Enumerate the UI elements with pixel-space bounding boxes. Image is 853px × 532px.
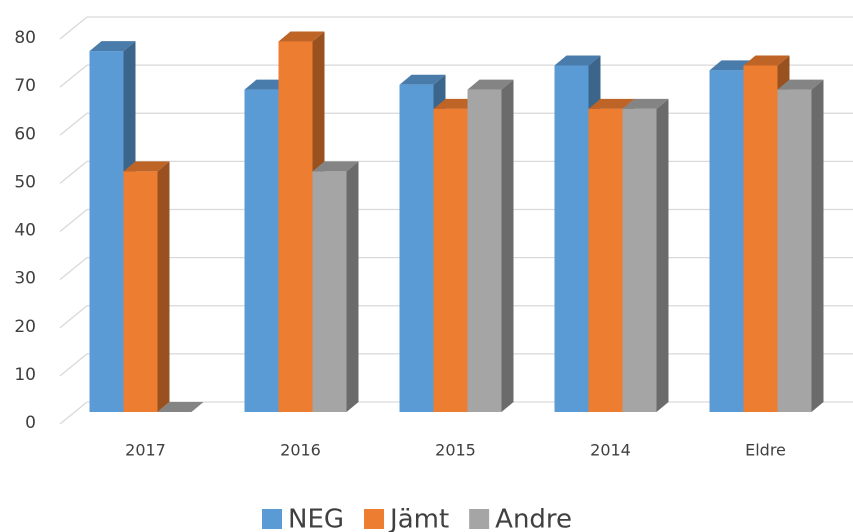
y-tick-label: 10 bbox=[14, 365, 36, 385]
legend-label: Andre bbox=[495, 505, 572, 532]
bar bbox=[588, 108, 623, 412]
y-tick-label: 80 bbox=[14, 28, 36, 48]
legend-label: Jämt bbox=[388, 505, 449, 532]
bar bbox=[123, 171, 158, 412]
bar bbox=[467, 89, 502, 412]
bar bbox=[312, 171, 347, 412]
bar-side bbox=[811, 79, 824, 412]
x-tick-label: 2017 bbox=[125, 441, 166, 460]
bar bbox=[89, 51, 124, 412]
bar-top bbox=[588, 98, 635, 109]
y-tick-label: 70 bbox=[14, 76, 36, 96]
grid-line-diagonal bbox=[59, 160, 88, 184]
bar-top bbox=[312, 161, 359, 172]
y-tick-label: 50 bbox=[14, 172, 36, 192]
y-tick-label: 30 bbox=[14, 269, 36, 289]
x-tick-label: Eldre bbox=[745, 441, 786, 460]
bar-top bbox=[157, 402, 204, 412]
grid-line-diagonal bbox=[59, 16, 88, 40]
y-tick-label: 20 bbox=[14, 317, 36, 337]
bar bbox=[743, 65, 778, 412]
bar bbox=[554, 65, 589, 412]
y-tick-label: 60 bbox=[14, 124, 36, 144]
bar bbox=[399, 84, 434, 412]
grid-line-diagonal bbox=[59, 64, 88, 88]
y-tick-label: 40 bbox=[14, 221, 36, 241]
x-tick-label: 2014 bbox=[590, 441, 631, 460]
grid-line-diagonal bbox=[59, 112, 88, 136]
bar-top bbox=[399, 74, 446, 85]
bar-side bbox=[346, 161, 359, 412]
bar-side bbox=[157, 161, 170, 412]
bar-top bbox=[622, 98, 669, 109]
grid-line-diagonal bbox=[59, 401, 88, 425]
y-tick-label: 0 bbox=[25, 413, 36, 433]
bar bbox=[244, 89, 279, 412]
bar bbox=[278, 41, 313, 412]
legend-label: NEG bbox=[288, 505, 344, 532]
grid-line-diagonal bbox=[59, 257, 88, 281]
legend-swatch bbox=[364, 509, 385, 529]
bar bbox=[777, 89, 812, 412]
bar-side bbox=[501, 79, 514, 412]
bar-top bbox=[89, 41, 136, 52]
bar bbox=[433, 108, 468, 412]
bar bbox=[709, 70, 744, 412]
bar-top bbox=[554, 55, 601, 66]
bar-top bbox=[123, 161, 170, 172]
x-tick-label: 2015 bbox=[435, 441, 476, 460]
grid-line-diagonal bbox=[59, 353, 88, 377]
grid-line-diagonal bbox=[59, 305, 88, 329]
legend-swatch bbox=[469, 509, 490, 529]
grid-line-diagonal bbox=[59, 208, 88, 233]
bar-side bbox=[656, 98, 669, 412]
x-tick-label: 2016 bbox=[280, 441, 321, 460]
bar-top bbox=[278, 31, 325, 42]
bar-top bbox=[743, 55, 790, 66]
bar-top bbox=[467, 79, 514, 90]
bar bbox=[622, 108, 657, 412]
bar-top bbox=[777, 79, 824, 90]
legend-swatch bbox=[262, 509, 282, 529]
